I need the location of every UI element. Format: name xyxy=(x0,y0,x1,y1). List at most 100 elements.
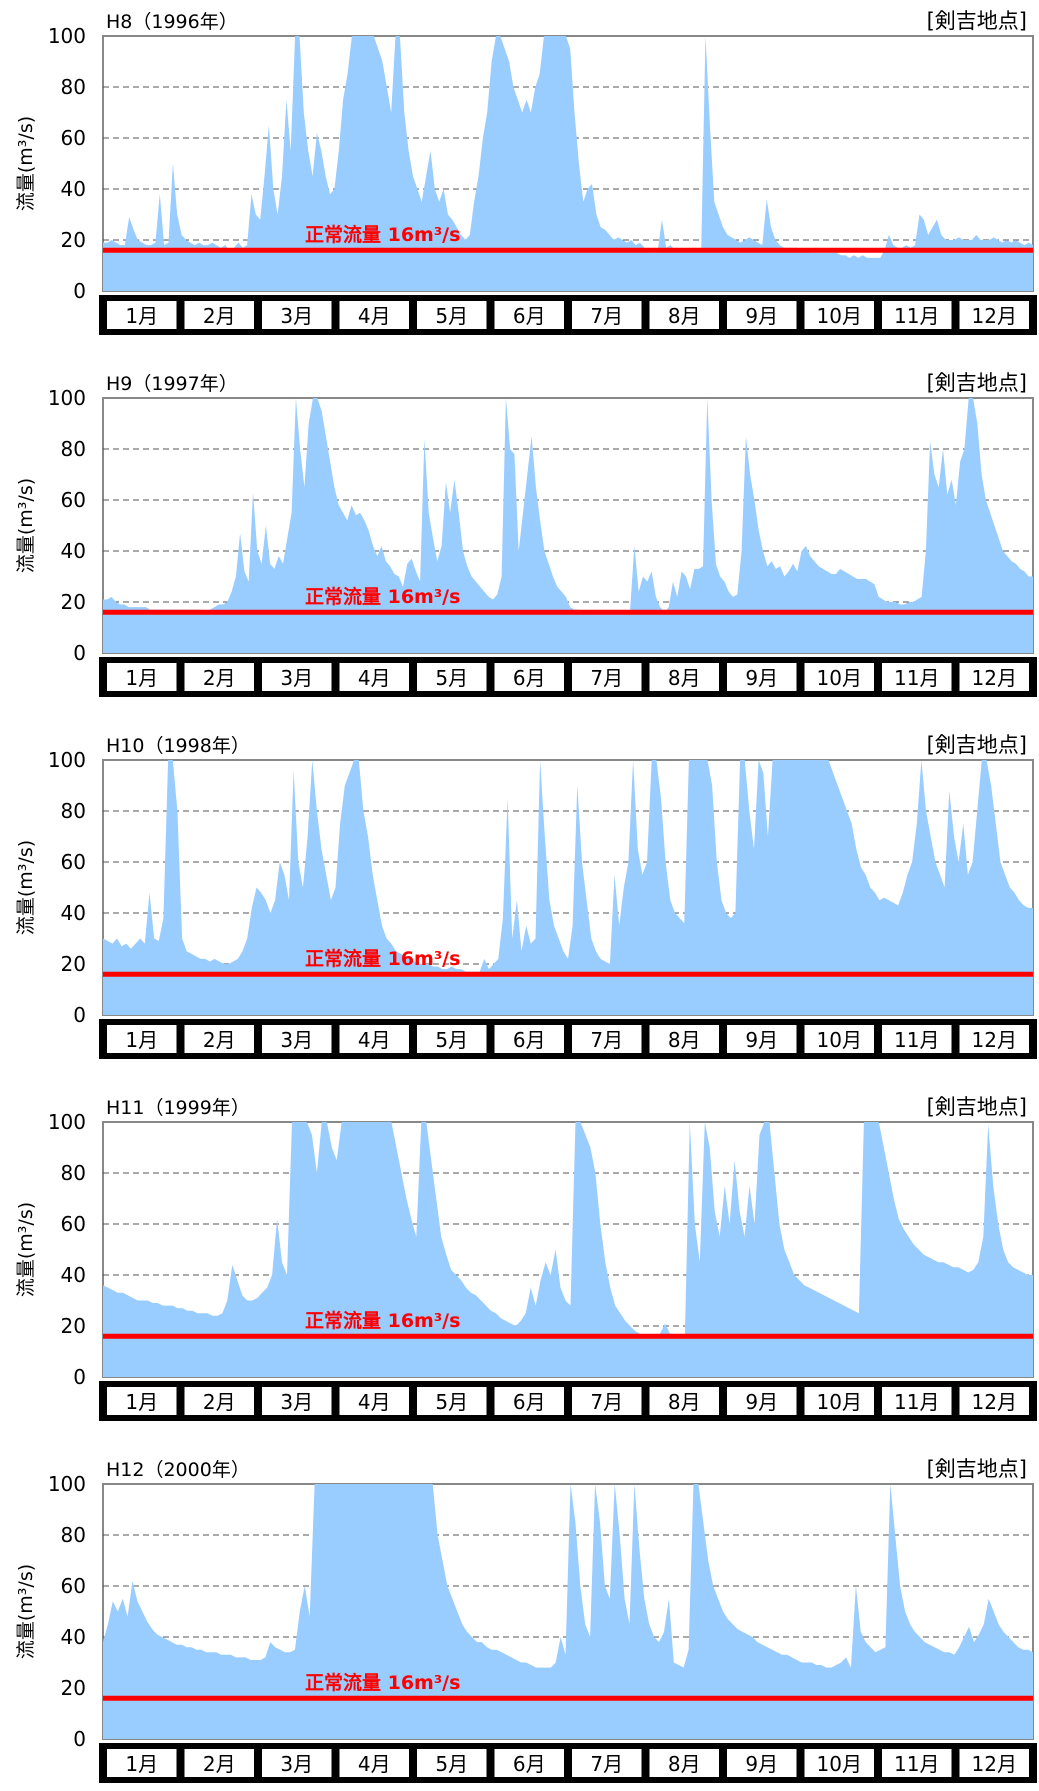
month-cell xyxy=(339,301,409,329)
month-cell xyxy=(727,663,797,691)
month-label: 11月 xyxy=(894,304,939,328)
month-label: 1月 xyxy=(125,304,158,328)
month-label: 6月 xyxy=(513,1390,546,1414)
chart-panel-1: 正常流量 16m³/s 0 20 40 60 80 100 流量(m³/s) H8（1996年）… xyxy=(15,9,1037,335)
chart-panel-3: 正常流量 16m³/s 0 20 40 60 80 100 流量(m³/s) H10（1998年… xyxy=(15,733,1037,1059)
month-cell xyxy=(649,663,719,691)
month-cell xyxy=(417,663,487,691)
month-label: 8月 xyxy=(668,666,701,690)
month-cell xyxy=(417,301,487,329)
month-label: 6月 xyxy=(513,304,546,328)
month-cell xyxy=(572,301,642,329)
y-tick-label: 60 xyxy=(61,126,86,150)
month-label: 5月 xyxy=(435,304,468,328)
chart-title: H8（1996年） xyxy=(106,11,238,33)
month-label: 5月 xyxy=(435,1752,468,1776)
month-cell xyxy=(959,663,1029,691)
flow-area xyxy=(103,398,1033,653)
month-label: 10月 xyxy=(817,666,862,690)
month-cell xyxy=(107,1025,177,1053)
y-tick-label: 60 xyxy=(61,488,86,512)
chart-title: H12（2000年） xyxy=(106,1459,250,1481)
month-cell xyxy=(262,1025,332,1053)
month-label: 3月 xyxy=(280,666,313,690)
month-cell xyxy=(184,1025,254,1053)
normal-flow-label: 正常流量 16m³/s xyxy=(305,223,460,246)
y-tick-label: 20 xyxy=(61,228,86,252)
month-cell xyxy=(417,1025,487,1053)
month-label: 10月 xyxy=(817,1028,862,1052)
month-cell xyxy=(959,1025,1029,1053)
month-label: 4月 xyxy=(358,1752,391,1776)
month-label: 3月 xyxy=(280,1390,313,1414)
month-label: 10月 xyxy=(817,1390,862,1414)
month-cell xyxy=(339,1749,409,1777)
month-label: 2月 xyxy=(203,1752,236,1776)
month-cell xyxy=(107,663,177,691)
month-cell xyxy=(262,1749,332,1777)
month-bar xyxy=(99,295,1037,335)
y-axis-label: 流量(m³/s) xyxy=(15,116,37,211)
month-label: 7月 xyxy=(590,666,623,690)
month-label: 8月 xyxy=(668,1752,701,1776)
chart-title: H11（1999年） xyxy=(106,1097,250,1119)
month-cell xyxy=(184,1749,254,1777)
chart-title: H9（1997年） xyxy=(106,373,238,395)
month-label: 11月 xyxy=(894,666,939,690)
y-axis-label: 流量(m³/s) xyxy=(15,1564,37,1659)
month-label: 1月 xyxy=(125,1028,158,1052)
month-cell xyxy=(184,663,254,691)
flow-area xyxy=(103,1484,1033,1739)
month-cell xyxy=(572,1387,642,1415)
location-label: [剣吉地点] xyxy=(927,371,1027,395)
month-cell xyxy=(572,1749,642,1777)
month-cell xyxy=(649,301,719,329)
month-cell xyxy=(339,663,409,691)
month-cell xyxy=(494,1749,564,1777)
month-cell xyxy=(262,663,332,691)
y-tick-label: 20 xyxy=(61,952,86,976)
month-cell xyxy=(572,1025,642,1053)
month-label: 7月 xyxy=(590,1390,623,1414)
month-cell xyxy=(882,1749,952,1777)
month-cell xyxy=(882,301,952,329)
month-cell xyxy=(649,1025,719,1053)
month-cell xyxy=(649,1749,719,1777)
month-cell xyxy=(184,301,254,329)
month-bar xyxy=(99,1381,1037,1421)
y-tick-label: 0 xyxy=(73,1727,86,1751)
month-label: 4月 xyxy=(358,304,391,328)
month-label: 9月 xyxy=(745,1752,778,1776)
month-cell xyxy=(107,301,177,329)
month-label: 2月 xyxy=(203,666,236,690)
y-tick-label: 60 xyxy=(61,1212,86,1236)
y-tick-label: 100 xyxy=(48,1472,86,1496)
month-cell xyxy=(572,663,642,691)
y-tick-label: 40 xyxy=(61,1625,86,1649)
y-tick-label: 60 xyxy=(61,1574,86,1598)
y-axis-label: 流量(m³/s) xyxy=(15,1202,37,1297)
month-cell xyxy=(417,1749,487,1777)
month-label: 7月 xyxy=(590,304,623,328)
month-label: 11月 xyxy=(894,1752,939,1776)
normal-flow-label: 正常流量 16m³/s xyxy=(305,585,460,608)
location-label: [剣吉地点] xyxy=(927,733,1027,757)
normal-flow-label: 正常流量 16m³/s xyxy=(305,947,460,970)
month-cell xyxy=(727,301,797,329)
y-tick-label: 80 xyxy=(61,75,86,99)
y-tick-label: 80 xyxy=(61,1161,86,1185)
month-cell xyxy=(882,663,952,691)
month-cell xyxy=(727,1749,797,1777)
y-tick-label: 100 xyxy=(48,1110,86,1134)
location-label: [剣吉地点] xyxy=(927,9,1027,33)
chart-panel-4: 正常流量 16m³/s 0 20 40 60 80 100 流量(m³/s) H11（1999年… xyxy=(15,1095,1037,1421)
y-tick-label: 40 xyxy=(61,177,86,201)
month-bar xyxy=(99,1743,1037,1783)
location-label: [剣吉地点] xyxy=(927,1457,1027,1481)
chart-panel-5: 正常流量 16m³/s 0 20 40 60 80 100 流量(m³/s) H12（2000年… xyxy=(15,1457,1037,1783)
y-tick-label: 0 xyxy=(73,1365,86,1389)
month-label: 12月 xyxy=(972,1752,1017,1776)
month-cell xyxy=(494,301,564,329)
flow-area xyxy=(103,760,1033,1015)
month-cell xyxy=(882,1025,952,1053)
